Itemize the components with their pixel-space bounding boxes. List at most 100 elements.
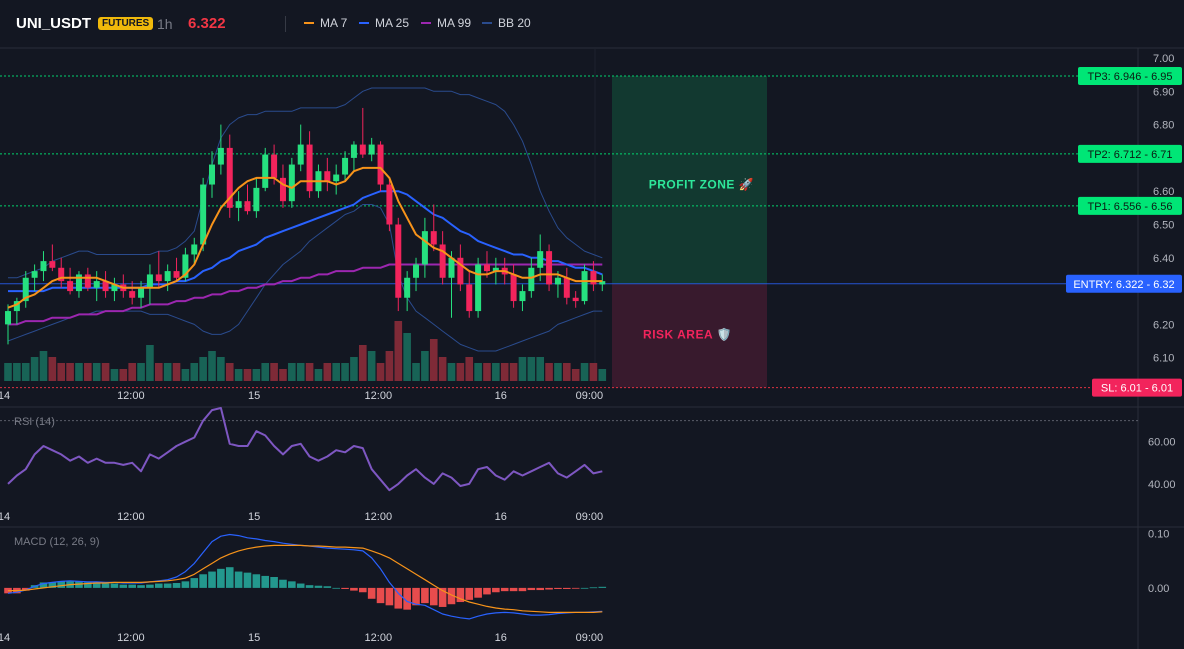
last-price: 6.322 [188,15,226,32]
legend-swatch [421,22,431,24]
level-tag [1078,196,1182,215]
candle-body [217,147,224,165]
candle-body [413,264,420,278]
volume-bar [518,357,527,381]
macd-histogram-bar [154,583,163,588]
macd-histogram-bar [332,587,340,589]
macd-histogram-bar [429,587,438,606]
candle-body [546,251,553,285]
volume-bar [483,363,491,381]
rsi-title: RSI (14) [14,416,55,428]
volume-bar [350,357,358,381]
candle-body [386,184,393,225]
price-axis-tick: 7.00 [1153,53,1174,65]
time-axis-tick: 12:00 [365,632,393,644]
macd-histogram-bar [554,587,562,589]
candle-body [475,264,482,312]
volume-bar [359,345,367,381]
candle-body [368,144,375,155]
volume-bar [580,363,589,381]
time-axis-tick: 14 [0,632,10,644]
candle-body [448,257,455,278]
candle-body [439,244,446,278]
volume-bar [146,345,154,381]
volume-bar [314,369,323,381]
macd-histogram-bar [252,574,261,588]
candle-body [510,274,517,302]
candle-body [466,284,473,312]
volume-bar [527,357,536,381]
macd-histogram-bar [598,586,607,588]
candle-body [5,311,11,325]
legend-ma99[interactable]: MA 99 [421,16,471,30]
candle-body [226,147,233,208]
candle-body [297,144,304,165]
level-tag-label: SL: 6.01 - 6.01 [1101,383,1173,395]
legend-label: BB 20 [498,16,531,30]
macd-histogram-bar [456,587,465,603]
macd-histogram-bar [172,582,181,588]
time-axis-tick: 09:00 [576,390,604,402]
volume-bar [332,363,340,381]
macd-histogram-bar [84,582,92,588]
volume-bar [92,363,101,381]
candle-body [111,284,118,292]
macd-histogram-bar [190,578,199,588]
time-axis-tick: 16 [495,511,507,523]
volume-bar [500,363,509,381]
candle-body [519,291,526,302]
price-axis-tick: 6.90 [1153,86,1174,98]
candle-body [554,277,561,285]
candle-body [67,281,74,292]
macd-histogram-bar [234,571,243,588]
volume-bar [154,363,163,381]
legend-ma7[interactable]: MA 7 [304,16,347,30]
candle-body [492,267,499,272]
symbol-label[interactable]: UNI_USDT [16,15,92,32]
volume-bar [190,363,199,381]
macd-histogram-bar [199,574,207,588]
macd-histogram-bar [163,583,172,588]
volume-bar [101,363,110,381]
macd-histogram-bar [225,567,234,588]
candle-body [40,261,47,272]
volume-bar [225,363,234,381]
rsi-line [7,407,603,492]
volume-bar [208,351,216,381]
macd-axis-tick: 0.10 [1148,528,1169,540]
legend-ma25[interactable]: MA 25 [359,16,409,30]
volume-bar [252,369,261,381]
price-axis-tick: 6.60 [1153,186,1174,198]
legend-label: MA 99 [437,16,472,30]
legend-bb20[interactable]: BB 20 [482,16,531,30]
volume-bar [421,351,429,381]
volume-bar [270,363,278,381]
legend-swatch [304,22,314,24]
timeframe-label[interactable]: 1h [157,16,173,32]
volume-bar [288,363,296,381]
candle-body [13,301,20,312]
level-tag [1078,144,1182,163]
macd-histogram-bar [314,585,323,588]
macd-histogram-bar [137,585,145,588]
volume-bar [119,369,128,381]
candle-body [279,177,286,202]
volume-bar [341,363,349,381]
macd-histogram-bar [367,587,376,599]
macd-histogram-bar [146,584,154,588]
macd-histogram-bar [536,587,544,591]
ma7-line [7,166,603,309]
volume-bar [403,333,411,381]
price-axis-tick: 6.10 [1153,353,1174,365]
price-axis-tick: 6.50 [1153,219,1174,231]
macd-histogram-bar [279,579,287,588]
macd-histogram-bar [438,587,447,607]
time-axis-tick: 12:00 [117,511,145,523]
level-tag-label: TP3: 6.946 - 6.95 [1088,71,1173,83]
time-axis-tick: 14 [0,511,10,523]
candle-body [599,281,606,285]
macd-histogram-bar [288,581,296,588]
macd-histogram-bar [323,586,332,588]
volume-bar [84,363,92,381]
